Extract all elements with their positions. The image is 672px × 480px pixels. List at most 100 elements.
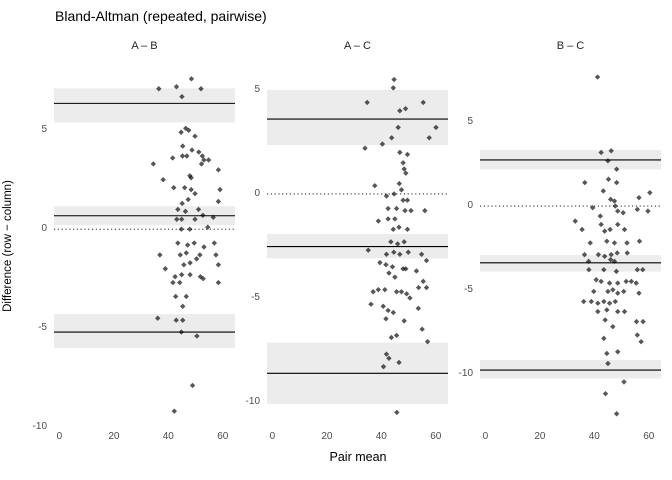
data-point xyxy=(588,298,595,305)
x-tick-label: 60 xyxy=(430,431,442,442)
data-point xyxy=(380,363,387,370)
data-point xyxy=(379,141,386,147)
data-point xyxy=(391,191,397,197)
data-point xyxy=(391,76,397,83)
data-point xyxy=(615,290,621,296)
data-point xyxy=(177,252,183,258)
facet-label-ac: A – C xyxy=(344,40,371,52)
data-point xyxy=(383,351,390,357)
y-tick-label: 0 xyxy=(254,187,260,199)
data-point xyxy=(398,187,405,193)
data-point xyxy=(185,196,191,203)
data-point xyxy=(175,206,181,213)
data-point xyxy=(403,291,410,297)
data-point xyxy=(191,240,197,246)
data-point xyxy=(638,339,644,345)
data-point xyxy=(169,155,176,161)
data-point xyxy=(591,288,597,295)
x-tick-label: 0 xyxy=(56,431,63,442)
data-point xyxy=(602,317,608,323)
data-point xyxy=(150,161,157,167)
data-point xyxy=(162,266,169,272)
data-point xyxy=(183,293,189,300)
data-point xyxy=(200,212,206,219)
x-tick-label: 60 xyxy=(217,431,229,442)
data-point xyxy=(396,180,402,187)
data-point xyxy=(426,135,432,141)
data-point xyxy=(647,189,653,196)
data-point xyxy=(621,226,628,233)
data-point xyxy=(636,290,642,296)
data-point xyxy=(415,284,422,291)
data-point xyxy=(610,323,616,330)
data-point xyxy=(189,382,196,389)
data-point xyxy=(193,256,200,262)
data-point xyxy=(178,271,185,278)
data-point xyxy=(634,206,641,213)
y-tick-label: -5 xyxy=(464,283,473,295)
data-point xyxy=(408,207,414,214)
facet-panel-ab xyxy=(54,76,235,414)
data-point xyxy=(605,158,611,164)
data-point xyxy=(611,240,618,246)
data-point xyxy=(394,409,400,416)
data-point xyxy=(601,335,607,342)
data-point xyxy=(393,289,400,295)
data-point xyxy=(171,184,177,191)
data-point xyxy=(383,193,390,199)
y-tick-label: 5 xyxy=(254,83,260,95)
data-point xyxy=(605,360,611,367)
data-point xyxy=(420,278,426,285)
data-point xyxy=(181,184,188,191)
data-point xyxy=(386,355,392,362)
data-point xyxy=(365,247,371,253)
data-point xyxy=(386,270,392,276)
data-point xyxy=(579,226,585,233)
data-point xyxy=(613,411,620,417)
facet-label-bc: B – C xyxy=(556,40,585,52)
data-point xyxy=(403,266,409,272)
data-point xyxy=(375,286,382,293)
data-point xyxy=(210,214,216,221)
data-point xyxy=(179,153,186,159)
data-point xyxy=(400,160,406,166)
data-point xyxy=(640,318,646,325)
y-tick-label: 5 xyxy=(41,124,47,136)
data-point xyxy=(605,288,611,295)
data-point xyxy=(183,250,189,256)
data-point xyxy=(405,249,411,255)
data-point xyxy=(205,224,211,230)
data-point xyxy=(601,267,607,273)
data-point xyxy=(393,332,400,339)
data-point xyxy=(171,408,178,414)
data-point xyxy=(402,105,409,112)
lower-loa-ci-band xyxy=(54,314,235,349)
data-point xyxy=(157,252,163,258)
data-point xyxy=(633,280,639,286)
y-tick-label: -10 xyxy=(458,367,473,379)
data-point xyxy=(597,213,604,219)
data-point xyxy=(613,179,620,186)
data-point xyxy=(636,194,642,201)
data-point xyxy=(198,86,204,92)
data-point xyxy=(362,145,368,151)
data-point xyxy=(172,293,179,300)
data-point xyxy=(615,280,621,286)
data-point xyxy=(179,200,185,207)
data-point xyxy=(400,197,406,203)
data-point xyxy=(160,177,166,183)
data-point xyxy=(422,207,428,214)
data-point xyxy=(402,207,408,214)
data-point xyxy=(401,239,407,245)
data-point xyxy=(595,308,601,315)
data-point xyxy=(215,198,222,205)
data-point xyxy=(612,203,618,209)
data-point xyxy=(215,262,222,268)
x-tick-label: 0 xyxy=(482,431,489,442)
data-point xyxy=(380,303,386,310)
data-point xyxy=(645,208,651,214)
data-point xyxy=(602,390,609,397)
data-point xyxy=(194,333,200,339)
data-point xyxy=(389,264,396,270)
